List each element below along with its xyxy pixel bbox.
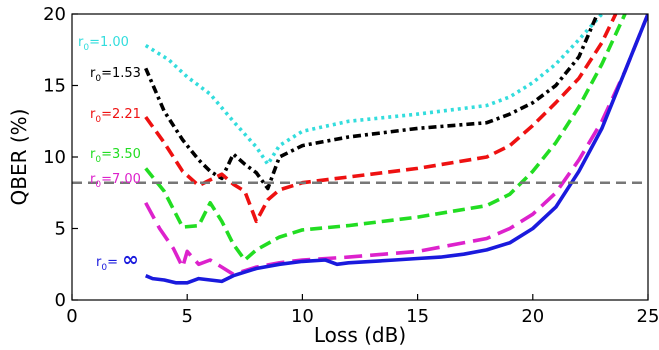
x-tick-label: 10: [291, 306, 314, 327]
x-tick-label: 0: [66, 306, 77, 327]
series-label-0: r0=1.00: [78, 35, 129, 53]
series-line-0: [144, 14, 604, 166]
y-tick-label: 10: [43, 147, 66, 168]
series-layer: [144, 14, 648, 285]
y-tick-label: 20: [43, 4, 66, 25]
series-line-5: [145, 14, 648, 285]
x-tick-label: 25: [637, 306, 659, 327]
series-label-3: r0=3.50: [90, 147, 141, 165]
y-tick-label: 5: [55, 219, 66, 240]
series-label-5: r0= ∞: [96, 247, 139, 273]
x-tick-label: 5: [181, 306, 192, 327]
series-line-2: [144, 14, 618, 224]
y-tick-label: 0: [55, 290, 66, 311]
x-tick-label: 15: [406, 306, 429, 327]
plot-frame: [71, 13, 649, 301]
x-axis-label: Loss (dB): [314, 323, 406, 347]
series-label-2: r0=2.21: [90, 107, 141, 125]
series-label-1: r0=1.53: [90, 66, 141, 84]
y-axis-label: QBER (%): [7, 109, 31, 206]
series-labels-layer: r0=1.00 r0=1.53 r0=2.21 r0=3.50 r0=7.00 r0= ∞: [78, 35, 141, 273]
series-line-3: [144, 14, 627, 262]
series-label-4: r0=7.00: [90, 172, 141, 190]
series-line-4: [144, 14, 648, 277]
series-line-1: [144, 14, 599, 191]
y-tick-label: 15: [43, 76, 66, 97]
x-tick-label: 20: [521, 306, 544, 327]
